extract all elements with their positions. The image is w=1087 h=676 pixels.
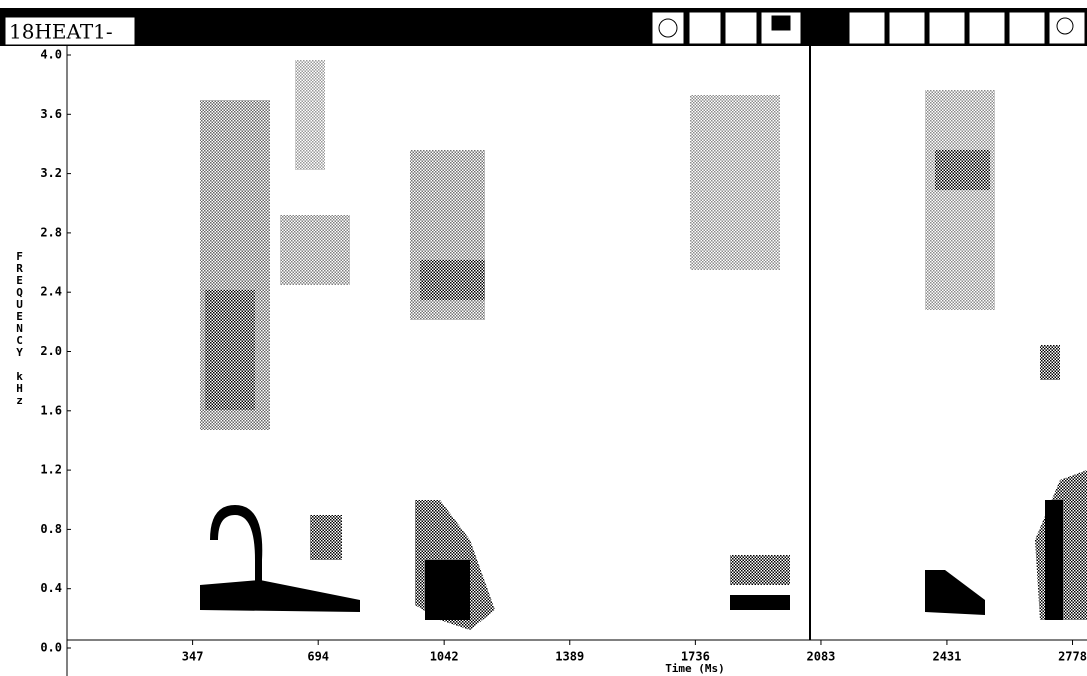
tool-button[interactable] xyxy=(689,12,721,44)
y-tick-label: 0.8 xyxy=(40,522,62,536)
spectrogram-trace xyxy=(925,90,995,310)
spectrogram-trace xyxy=(935,150,990,190)
tool-button[interactable] xyxy=(889,12,925,44)
spectrogram-trace xyxy=(730,555,790,585)
y-tick-label: 4.0 xyxy=(40,48,62,62)
tool-button[interactable] xyxy=(849,12,885,44)
y-axis-label: FREQUENCY kHz xyxy=(14,250,25,406)
spectrogram-trace xyxy=(425,560,470,620)
tool-icon xyxy=(813,8,845,18)
x-tick-label: 2778 xyxy=(1058,650,1087,664)
y-tick-label: 3.6 xyxy=(40,107,62,121)
spectrogram-trace xyxy=(1045,500,1063,620)
spectrogram-trace xyxy=(420,260,485,300)
y-tick-label: 2.4 xyxy=(40,285,62,299)
spectrogram-trace xyxy=(200,580,360,612)
x-tick-label: 1389 xyxy=(555,650,584,664)
spectrogram-trace xyxy=(925,570,985,615)
tool-button[interactable] xyxy=(652,12,684,44)
y-tick-label: 1.2 xyxy=(40,463,62,477)
y-tick-label: 0.0 xyxy=(40,641,62,655)
spectrogram-trace xyxy=(295,60,325,170)
tool-icon xyxy=(772,16,790,30)
tool-button[interactable] xyxy=(969,12,1005,44)
window-title: 18HEAT1- xyxy=(9,20,113,44)
spectrogram-window: 18HEAT1- xyxy=(0,0,1087,676)
y-tick-label: 0.4 xyxy=(40,581,62,595)
tool-button[interactable] xyxy=(929,12,965,44)
spectrogram-trace xyxy=(310,515,342,560)
x-tick-label: 2431 xyxy=(932,650,961,664)
x-tick-label: 694 xyxy=(307,650,329,664)
spectrogram-traces xyxy=(200,60,1087,630)
x-axis-label: Time (Ms) xyxy=(665,662,725,675)
spectrogram-trace xyxy=(1040,345,1060,380)
x-tick-label: 347 xyxy=(182,650,204,664)
spectrogram-trace xyxy=(205,290,255,410)
app-window: 18HEAT1- xyxy=(0,0,1087,676)
spectrogram-trace xyxy=(690,95,780,270)
y-tick-label: 2.0 xyxy=(40,344,62,358)
y-tick-label: 2.8 xyxy=(40,225,62,239)
y-tick-label: 3.2 xyxy=(40,166,62,180)
x-tick-label: 2083 xyxy=(807,650,836,664)
spectrogram-trace xyxy=(280,215,350,285)
toolbar xyxy=(652,8,1085,44)
tool-button[interactable] xyxy=(1049,12,1085,44)
tool-button[interactable] xyxy=(725,12,757,44)
spectrogram-trace xyxy=(730,595,790,610)
x-tick-label: 1042 xyxy=(430,650,459,664)
tool-button[interactable] xyxy=(1009,12,1045,44)
y-tick-label: 1.6 xyxy=(40,403,62,417)
